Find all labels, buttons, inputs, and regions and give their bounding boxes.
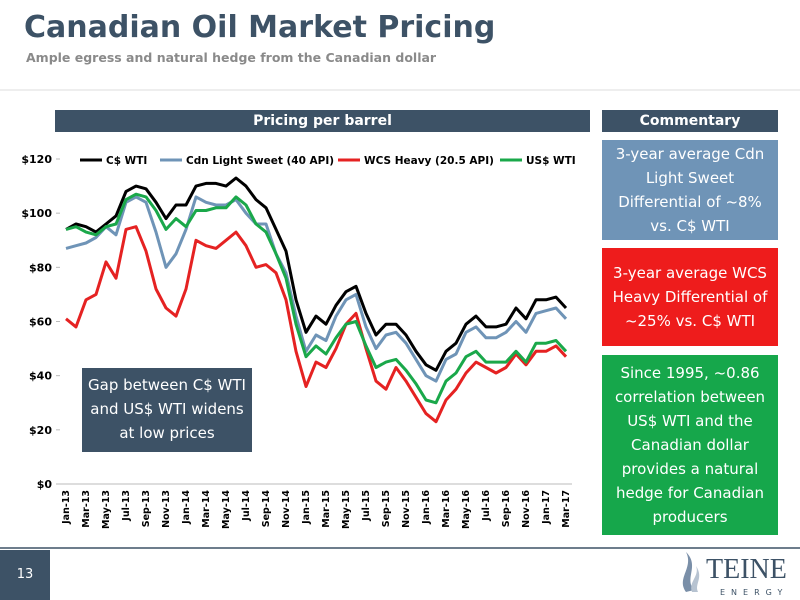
y-tick-label: $0 <box>37 478 53 491</box>
series-line <box>65 176 568 372</box>
slide-title: Canadian Oil Market Pricing <box>24 10 496 45</box>
x-tick-label: Jan-14 <box>181 490 192 525</box>
x-tick-label: May-16 <box>461 490 472 529</box>
x-tick-label: Sep-16 <box>501 490 512 528</box>
slide-subtitle: Ample egress and natural hedge from the … <box>26 50 437 65</box>
x-tick-label: Sep-15 <box>381 490 392 527</box>
x-tick-label: Jan-16 <box>421 490 432 525</box>
x-tick-label: Nov-14 <box>281 490 292 528</box>
y-tick-label: $100 <box>21 207 52 220</box>
x-tick-label: Nov-13 <box>161 490 172 528</box>
x-tick-label: Sep-13 <box>141 490 152 527</box>
legend-label: Cdn Light Sweet (40 API) <box>186 155 334 167</box>
x-tick-label: Jan-17 <box>541 490 552 525</box>
chart-header: Pricing per barrel <box>55 110 590 132</box>
commentary-box: 3-year average WCS Heavy Differential of… <box>602 248 778 346</box>
x-tick-label: May-13 <box>101 490 112 529</box>
x-tick-label: Nov-16 <box>521 490 532 528</box>
x-tick-label: Jul-14 <box>241 490 252 522</box>
y-tick-label: $60 <box>29 316 52 329</box>
x-tick-label: Nov-15 <box>401 490 412 528</box>
x-tick-label: Mar-16 <box>441 490 452 528</box>
x-tick-label: Jul-16 <box>481 490 492 522</box>
x-tick-label: Jan-13 <box>61 490 72 525</box>
x-tick-label: Mar-15 <box>321 490 332 528</box>
x-tick-label: Mar-13 <box>81 490 92 528</box>
x-tick-label: Jul-13 <box>121 490 132 522</box>
page-number: 13 <box>0 550 50 600</box>
commentary-header: Commentary <box>602 110 778 132</box>
commentary-box: Since 1995, ~0.86 correlation between US… <box>602 355 778 535</box>
logo-name: TEINE <box>706 554 787 585</box>
legend-label: WCS Heavy (20.5 API) <box>364 155 494 167</box>
x-tick-label: May-15 <box>341 490 352 529</box>
y-tick-label: $20 <box>29 424 52 437</box>
logo-tagline: ENERGY <box>720 588 788 597</box>
legend-label: C$ WTI <box>106 155 147 167</box>
y-tick-label: $80 <box>29 261 52 274</box>
x-tick-label: Mar-17 <box>561 490 572 528</box>
legend-label: US$ WTI <box>526 155 576 167</box>
series-line <box>65 225 568 424</box>
series-line <box>65 195 568 383</box>
x-tick-label: May-14 <box>221 490 232 529</box>
commentary-box: 3-year average Cdn Light Sweet Different… <box>602 140 778 240</box>
x-tick-label: Jul-15 <box>361 490 372 522</box>
annotation: Gap between C$ WTI and US$ WTI widens at… <box>82 368 252 452</box>
y-tick-label: $40 <box>29 370 52 383</box>
series-line <box>65 192 568 405</box>
x-tick-label: Sep-14 <box>261 490 272 528</box>
logo-icon <box>682 552 700 592</box>
x-tick-label: Jan-15 <box>301 490 312 525</box>
y-tick-label: $120 <box>21 153 52 166</box>
x-tick-label: Mar-14 <box>201 490 212 528</box>
